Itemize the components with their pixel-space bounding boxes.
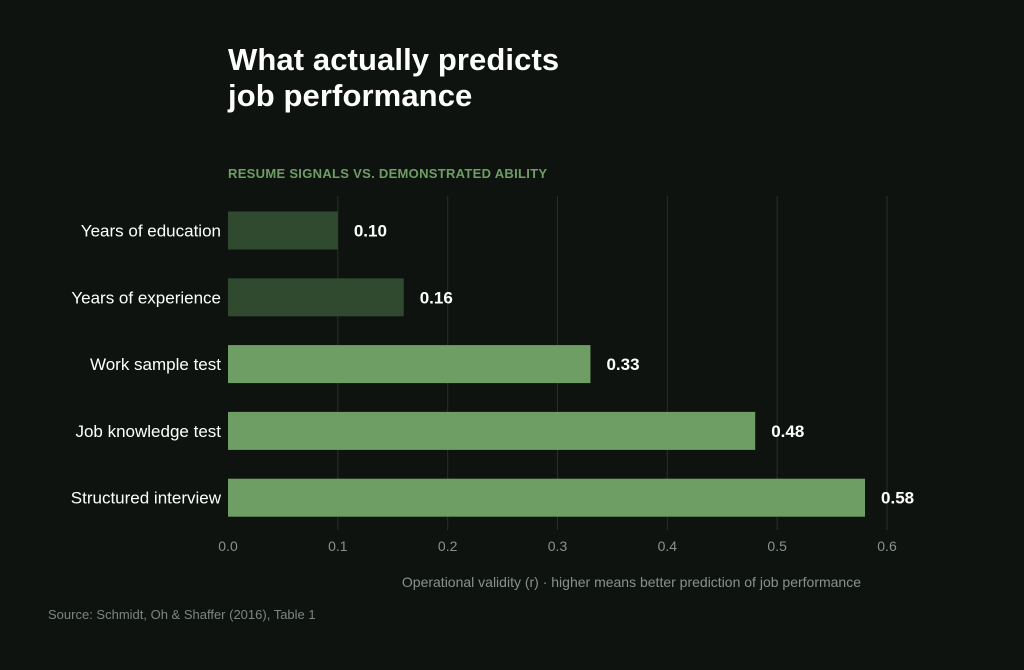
x-tick-label: 0.6: [877, 538, 897, 554]
bar: [228, 211, 338, 250]
value-label: 0.33: [606, 355, 639, 374]
x-axis-label: Operational validity (r) · higher means …: [401, 574, 861, 590]
x-axis-ticks: 0.0 0.1 0.2 0.3 0.4 0.5 0.6: [218, 538, 897, 554]
bar: [228, 478, 866, 517]
value-label: 0.58: [881, 489, 914, 508]
chart-title-line-2: job performance: [228, 78, 473, 113]
chart-title: What actually predicts job performance: [228, 42, 559, 114]
x-tick-label: 0.0: [218, 538, 238, 554]
bar: [228, 278, 404, 317]
value-labels: 0.10 0.16 0.33 0.48 0.58: [354, 222, 914, 508]
bar: [228, 411, 756, 450]
category-label: Work sample test: [90, 355, 221, 374]
value-label: 0.48: [771, 422, 804, 441]
value-label: 0.10: [354, 222, 387, 241]
x-tick-label: 0.2: [438, 538, 458, 554]
source-note: Source: Schmidt, Oh & Shaffer (2016), Ta…: [48, 607, 316, 622]
value-label: 0.16: [420, 288, 453, 307]
chart-subtitle: RESUME SIGNALS VS. DEMONSTRATED ABILITY: [228, 166, 548, 181]
category-label: Structured interview: [71, 489, 222, 508]
bar: [228, 345, 591, 384]
x-tick-label: 0.3: [548, 538, 568, 554]
bars: [228, 211, 866, 517]
category-label: Years of education: [81, 222, 221, 241]
category-labels: Years of education Years of experience Wor…: [71, 222, 222, 508]
chart-title-line-1: What actually predicts: [228, 42, 560, 77]
x-tick-label: 0.5: [767, 538, 787, 554]
category-label: Years of experience: [71, 288, 221, 307]
x-tick-label: 0.4: [658, 538, 678, 554]
category-label: Job knowledge test: [75, 422, 221, 441]
x-tick-label: 0.1: [328, 538, 348, 554]
